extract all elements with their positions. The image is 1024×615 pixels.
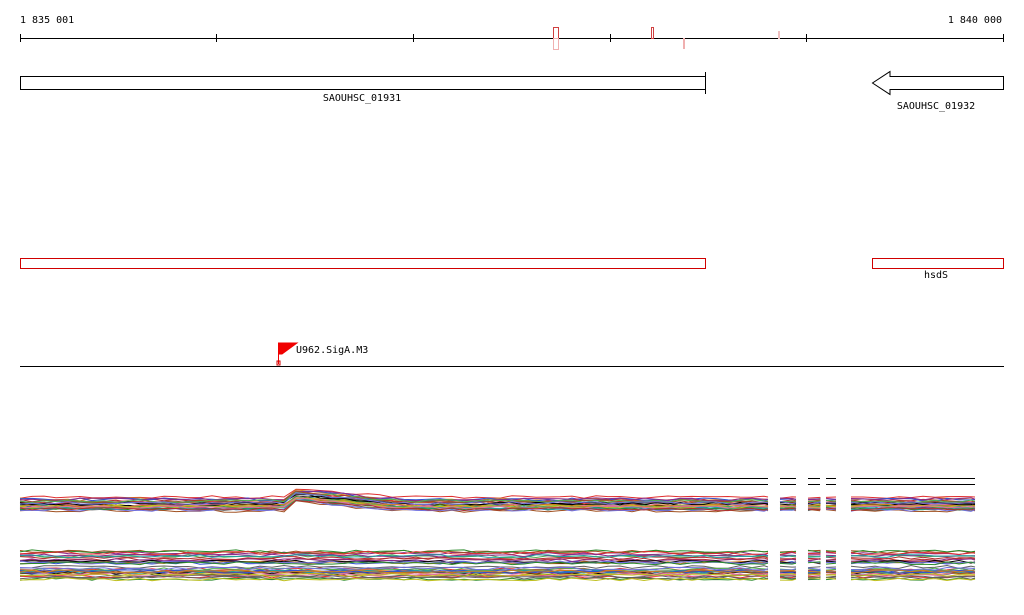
gene[interactable]: [21, 77, 706, 90]
expression-line: [826, 498, 836, 499]
ruler-end-label: 1 840 000: [948, 15, 1002, 26]
expression-line: [808, 501, 820, 502]
feature-label: hsdS: [924, 270, 948, 281]
expression-line: [826, 563, 836, 564]
expression-line: [808, 497, 820, 498]
expression-line: [826, 569, 836, 570]
expression-line: [826, 571, 836, 572]
expression-line: [808, 567, 820, 568]
gene[interactable]: [873, 72, 1004, 95]
ruler: [20, 34, 1004, 42]
expression-line: [826, 500, 836, 501]
expression-line: [851, 557, 975, 559]
ruler-start-label: 1 835 001: [20, 15, 74, 26]
expression-line: [20, 489, 768, 498]
expression-line: [780, 572, 796, 573]
site-flag[interactable]: [279, 343, 298, 364]
expression-line: [808, 558, 820, 559]
expression-line: [826, 568, 836, 569]
expression-line: [808, 499, 820, 500]
expression-line: [808, 506, 820, 507]
gene-label: SAOUHSC_01932: [897, 101, 975, 112]
expression-tracks: [20, 479, 975, 581]
expression-line: [808, 555, 820, 556]
expression-line: [780, 566, 796, 567]
expression-line: [808, 571, 820, 572]
expression-line: [780, 558, 796, 559]
gene-label: SAOUHSC_01931: [323, 93, 401, 104]
feature[interactable]: [21, 259, 706, 269]
site-label: U962.SigA.M3: [296, 345, 368, 356]
expression-line: [826, 551, 836, 552]
feature[interactable]: [873, 259, 1004, 269]
expression-line: [826, 576, 836, 577]
